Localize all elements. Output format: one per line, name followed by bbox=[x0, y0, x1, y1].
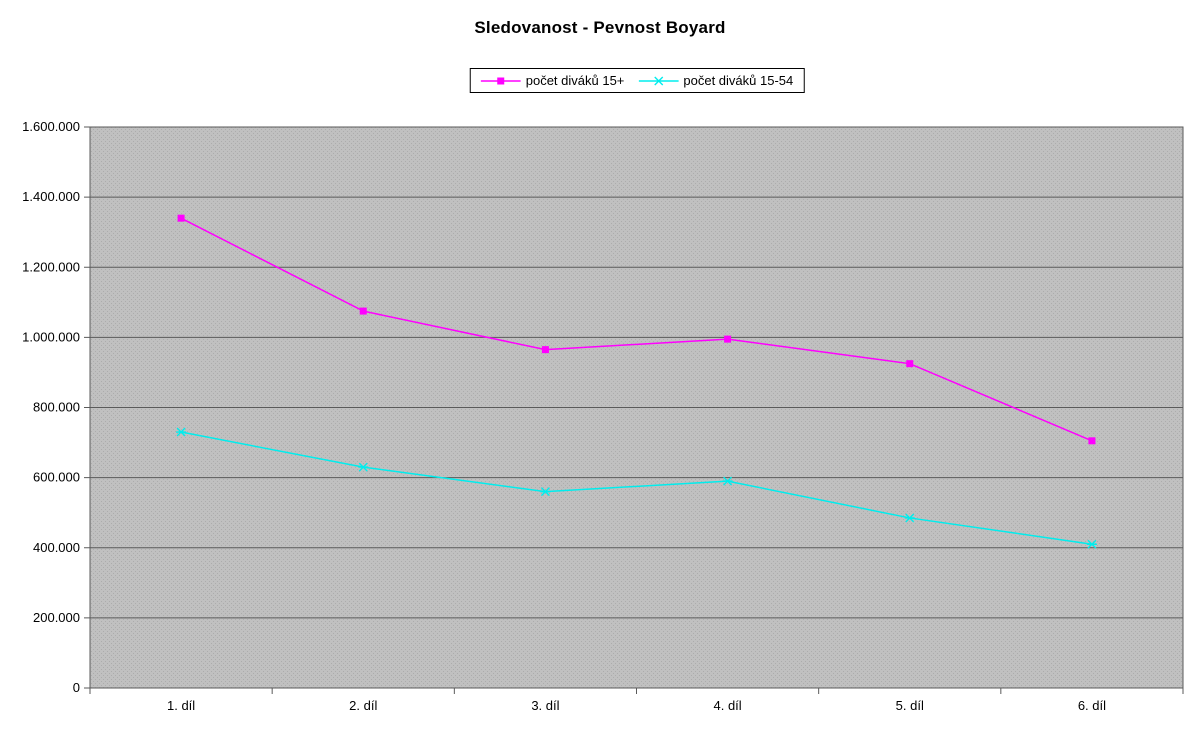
series-0-point-2-square-marker bbox=[541, 346, 549, 354]
legend-label-15-54: počet diváků 15-54 bbox=[683, 73, 794, 88]
y-axis-tick-label: 600.000 bbox=[33, 470, 80, 485]
series-0-point-1-square-marker bbox=[359, 307, 367, 315]
series-line-0 bbox=[180, 217, 1093, 442]
y-axis-tick-label: 1.200.000 bbox=[22, 259, 80, 274]
series-1-point-2-x-marker bbox=[540, 487, 551, 497]
chart-title: Sledovanost - Pevnost Boyard bbox=[474, 18, 726, 37]
legend-label-15plus: počet diváků 15+ bbox=[525, 73, 625, 88]
chart-legend: počet diváků 15+ počet diváků 15-54 bbox=[469, 68, 805, 93]
series-1-point-4-x-marker bbox=[904, 513, 915, 523]
series-1-point-3-x-marker bbox=[722, 476, 733, 486]
x-axis-category-label: 6. díl bbox=[1078, 698, 1106, 713]
series-1-point-5-x-marker bbox=[1086, 539, 1097, 549]
series-0-point-3-square-marker bbox=[724, 335, 732, 343]
y-axis-tick-label: 200.000 bbox=[33, 610, 80, 625]
y-axis-tick-label: 0 bbox=[73, 680, 80, 695]
series-0-point-5-square-marker bbox=[1088, 437, 1096, 445]
legend-item-15plus: počet diváků 15+ bbox=[480, 73, 625, 88]
series-0-point-4-square-marker bbox=[906, 360, 914, 368]
series-0-point-0-square-marker bbox=[177, 214, 185, 222]
series-1-point-1-x-marker bbox=[358, 462, 369, 472]
x-axis-category-label: 2. díl bbox=[349, 698, 377, 713]
y-axis-tick-label: 1.600.000 bbox=[22, 119, 80, 134]
x-axis-category-label: 4. díl bbox=[713, 698, 741, 713]
y-axis-tick-label: 400.000 bbox=[33, 540, 80, 555]
x-axis-category-label: 1. díl bbox=[167, 698, 195, 713]
y-axis-tick-label: 1.000.000 bbox=[22, 329, 80, 344]
y-axis-tick-label: 1.400.000 bbox=[22, 189, 80, 204]
legend-item-15-54: počet diváků 15-54 bbox=[638, 73, 793, 88]
x-axis-category-label: 5. díl bbox=[896, 698, 924, 713]
legend-line-square-icon bbox=[480, 77, 521, 84]
legend-line-x-icon bbox=[638, 76, 679, 85]
series-1-point-0-x-marker bbox=[176, 427, 187, 437]
x-axis-category-label: 3. díl bbox=[531, 698, 559, 713]
series-line-1 bbox=[180, 431, 1093, 545]
y-axis-tick-label: 800.000 bbox=[33, 400, 80, 415]
